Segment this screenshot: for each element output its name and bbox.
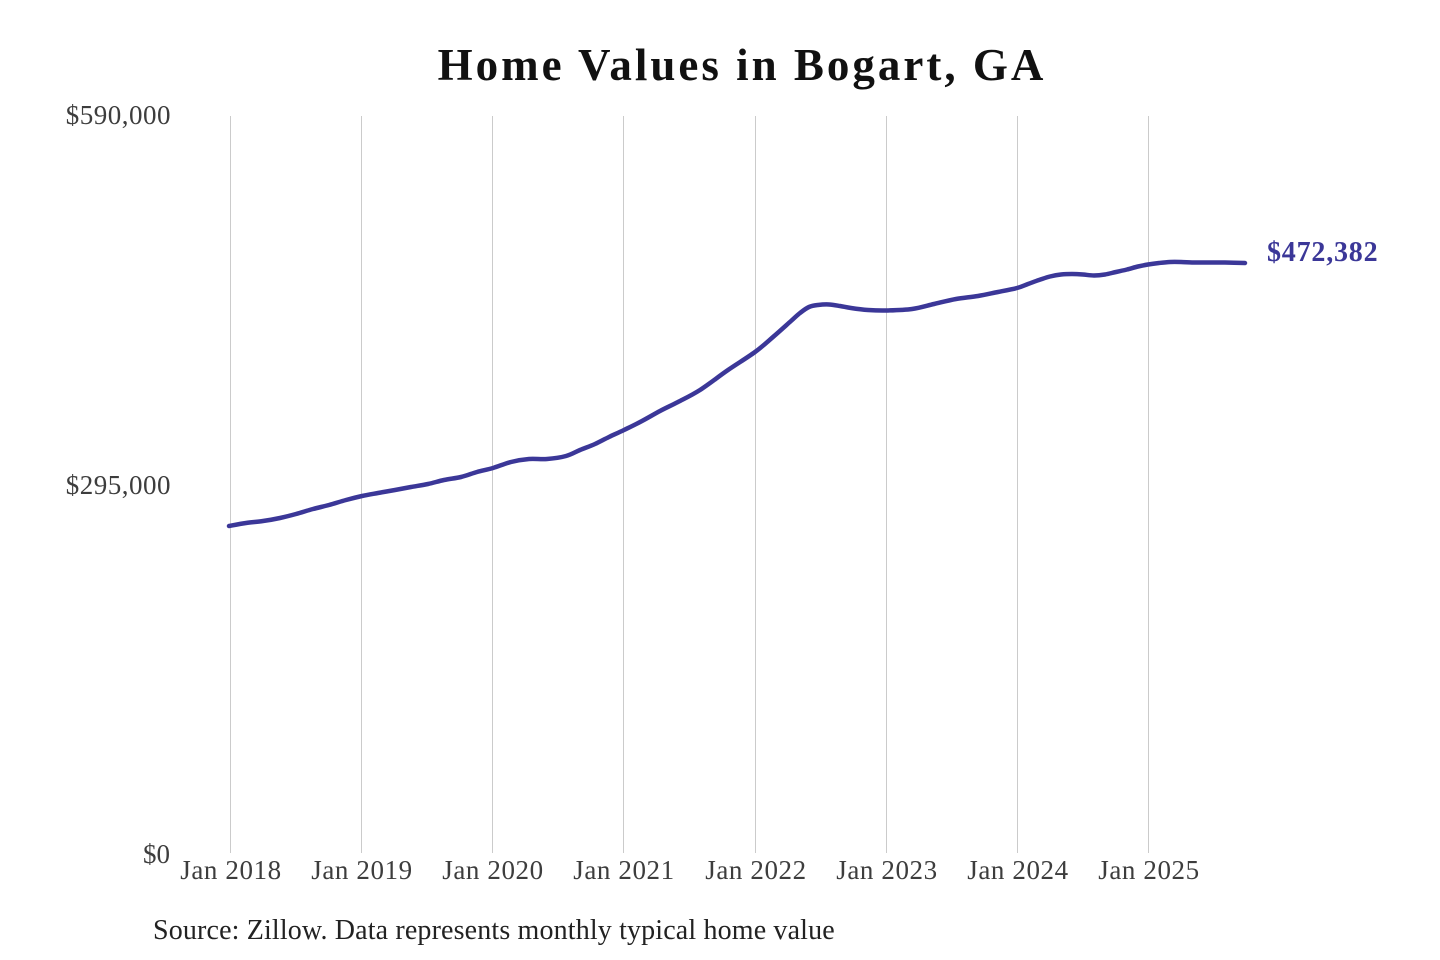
svg-text:Home Values in Bogart, GA: Home Values in Bogart, GA bbox=[438, 40, 1047, 90]
svg-text:Jan 2023: Jan 2023 bbox=[836, 855, 938, 885]
svg-text:Jan 2022: Jan 2022 bbox=[705, 855, 807, 885]
svg-text:$295,000: $295,000 bbox=[66, 470, 171, 500]
svg-text:Jan 2020: Jan 2020 bbox=[442, 855, 544, 885]
svg-text:Jan 2019: Jan 2019 bbox=[311, 855, 413, 885]
svg-text:$472,382: $472,382 bbox=[1267, 237, 1378, 268]
svg-text:Jan 2018: Jan 2018 bbox=[180, 855, 282, 885]
svg-text:Jan 2021: Jan 2021 bbox=[573, 855, 675, 885]
svg-text:Source: Zillow. Data represent: Source: Zillow. Data represents monthly … bbox=[153, 915, 835, 946]
svg-text:Jan 2025: Jan 2025 bbox=[1098, 855, 1200, 885]
svg-text:Jan 2024: Jan 2024 bbox=[967, 855, 1069, 885]
svg-text:$590,000: $590,000 bbox=[66, 100, 171, 130]
svg-text:$0: $0 bbox=[143, 839, 170, 869]
